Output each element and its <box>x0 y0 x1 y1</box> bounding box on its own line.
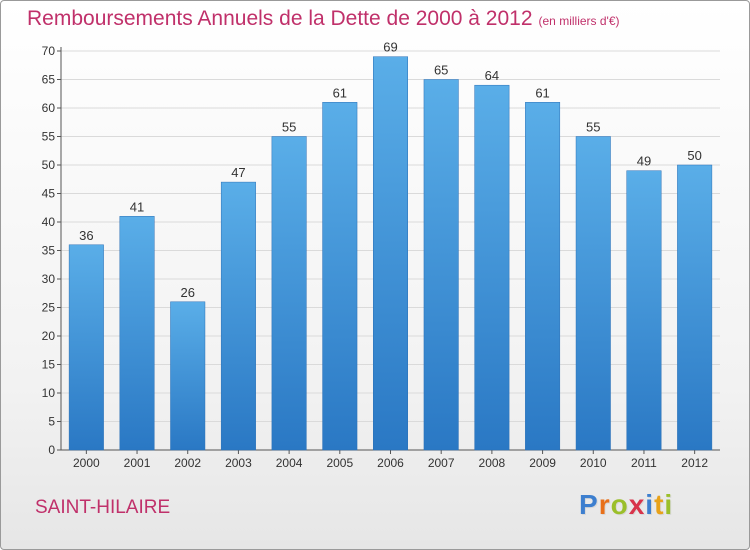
data-label: 47 <box>231 165 245 180</box>
data-label: 41 <box>130 199 144 214</box>
bar <box>677 164 713 451</box>
proxiti-logo: Proxiti <box>579 489 673 521</box>
y-tick-label: 25 <box>42 301 56 315</box>
y-tick-label: 65 <box>42 73 56 87</box>
y-tick-label: 5 <box>48 415 55 429</box>
y-tick-label: 45 <box>42 187 56 201</box>
x-tick-label: 2001 <box>124 456 151 470</box>
data-label: 69 <box>383 40 397 55</box>
logo-letter: i <box>645 489 655 520</box>
y-tick-label: 60 <box>42 101 56 115</box>
data-label: 61 <box>535 85 549 100</box>
y-tick-label: 15 <box>42 358 56 372</box>
x-tick-label: 2008 <box>479 456 506 470</box>
bar <box>626 170 662 451</box>
x-tick-label: 2009 <box>529 456 556 470</box>
data-label: 36 <box>79 228 93 243</box>
x-tick-label: 2010 <box>580 456 607 470</box>
logo-letter: x <box>628 489 646 520</box>
y-tick-label: 35 <box>42 244 56 258</box>
y-tick-label: 20 <box>42 329 56 343</box>
y-tick-label: 30 <box>42 272 56 286</box>
y-tick-label: 70 <box>42 44 56 58</box>
x-tick-label: 2003 <box>225 456 252 470</box>
x-tick-label: 2000 <box>73 456 100 470</box>
bar <box>423 79 459 451</box>
bars <box>68 56 713 451</box>
data-label: 50 <box>687 148 701 163</box>
data-label: 64 <box>485 68 499 83</box>
logo-letter: r <box>598 489 611 520</box>
commune-name: SAINT-HILAIRE <box>35 497 171 518</box>
x-tick-label: 2012 <box>681 456 708 470</box>
bar <box>170 301 206 451</box>
logo-letter: o <box>610 489 629 520</box>
data-label: 61 <box>333 85 347 100</box>
y-tick-label: 0 <box>48 443 55 457</box>
chart-unit: (en milliers d'€) <box>538 14 620 28</box>
bar <box>525 102 561 451</box>
bar <box>271 136 307 451</box>
chart-title: Remboursements Annuels de la Dette de 20… <box>27 7 620 31</box>
logo-letter: i <box>664 489 674 520</box>
data-label: 65 <box>434 63 448 78</box>
data-label: 49 <box>637 154 651 169</box>
bar <box>575 136 611 451</box>
bar <box>68 244 104 451</box>
y-tick-label: 50 <box>42 158 56 172</box>
x-tick-label: 2006 <box>377 456 404 470</box>
bar <box>322 102 358 451</box>
y-tick-label: 55 <box>42 130 56 144</box>
x-tick-label: 2004 <box>276 456 303 470</box>
bar <box>119 216 155 451</box>
data-label: 26 <box>180 285 194 300</box>
data-label: 55 <box>586 120 600 135</box>
bar <box>220 181 256 451</box>
x-tick-label: 2005 <box>326 456 353 470</box>
data-label: 55 <box>282 120 296 135</box>
x-tick-label: 2011 <box>631 456 657 470</box>
logo-letter: t <box>654 489 665 520</box>
logo-letter: P <box>579 489 599 520</box>
chart-title-text: Remboursements Annuels de la Dette de 20… <box>27 7 533 30</box>
labels: 0 5 10 15 20 25 30 35 40 45 50 55 60 65 70 36 2000 41 2001… <box>42 40 709 470</box>
bar <box>373 56 408 451</box>
y-tick-label: 10 <box>42 386 56 400</box>
x-tick-label: 2002 <box>174 456 201 470</box>
y-tick-label: 40 <box>42 215 56 229</box>
bar <box>474 84 510 451</box>
x-tick-label: 2007 <box>428 456 455 470</box>
